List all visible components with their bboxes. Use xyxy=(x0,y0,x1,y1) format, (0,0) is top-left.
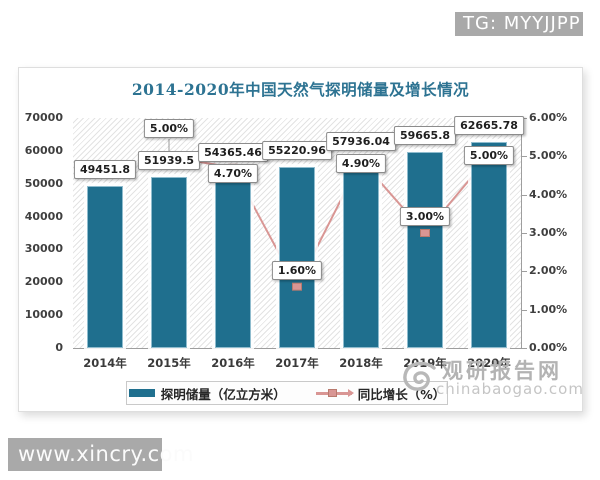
legend: 探明储量（亿立方米） 同比增长（%） xyxy=(126,381,448,405)
bar-value-label: 57936.04 xyxy=(326,131,396,151)
growth-value-label: 4.70% xyxy=(207,164,259,183)
y-axis-left-tick: 20000 xyxy=(24,275,63,289)
y-axis-right-tick: 0.00% xyxy=(529,341,568,354)
growth-value-label: 5.00% xyxy=(143,119,195,138)
y-axis-right-tickmark xyxy=(521,233,527,234)
y-axis-left-tick: 30000 xyxy=(24,242,63,256)
y-axis-right-tickmark xyxy=(521,156,527,158)
y-axis-right-tick: 5.00% xyxy=(529,149,568,163)
y-axis-left-tick: 40000 xyxy=(24,209,63,223)
legend-label-reserves: 探明储量（亿立方米） xyxy=(160,386,286,402)
legend-item-growth: 同比增长（%） xyxy=(315,384,446,403)
reserve-bar-2014 xyxy=(87,185,123,348)
x-axis-label: 2014年 xyxy=(83,356,127,370)
bar-value-label: 51939.5 xyxy=(137,151,201,171)
growth-value-label: 4.90% xyxy=(335,154,387,173)
bottom-left-watermark-badge: www.xincry.com xyxy=(8,438,193,471)
y-axis-left-tick: 50000 xyxy=(24,176,63,190)
brand-text: 观研报告网 chinabaogao.com xyxy=(436,359,584,397)
y-axis-right-tick: 6.00% xyxy=(529,111,568,124)
growth-value-label: 5.00% xyxy=(463,146,515,165)
reserve-bar-2017 xyxy=(279,166,315,348)
bar-value-label: 62665.78 xyxy=(454,116,524,136)
reserve-bar-2018 xyxy=(343,157,379,348)
growth-value-label: 3.00% xyxy=(399,207,451,226)
reserve-bar-2016 xyxy=(215,169,251,348)
x-axis-label: 2016年 xyxy=(211,356,255,370)
y-axis-left-tick: 60000 xyxy=(24,143,63,157)
x-axis-label: 2015年 xyxy=(147,356,191,370)
y-axis-right: 6.00% 5.00% 4.00% 3.00% 2.00% 1.00% 0.00% xyxy=(521,111,583,354)
chart-title: 2014-2020年中国天然气探明储量及增长情况 xyxy=(131,80,470,99)
y-axis-right-tickmark xyxy=(521,348,527,349)
reserve-bar-2020 xyxy=(471,142,507,348)
bar-value-label: 59665.8 xyxy=(393,125,457,145)
y-axis-right-tick: 1.00% xyxy=(529,302,568,316)
legend-item-reserves: 探明储量（亿立方米） xyxy=(128,384,286,403)
x-axis-label: 2018年 xyxy=(339,356,383,370)
reserve-bar-2015 xyxy=(151,177,187,348)
legend-label-growth: 同比增长（%） xyxy=(357,386,446,402)
y-axis-left: 70000 60000 50000 40000 30000 20000 10000 0 xyxy=(19,111,63,354)
x-axis-label: 2020年 xyxy=(467,356,511,370)
bar-value-label: 55220.96 xyxy=(262,140,332,160)
brand-logo-swirl-icon xyxy=(403,361,436,391)
plot-area: 49451.8 51939.5 54365.46 55220.96 57936.04 59… xyxy=(73,116,524,349)
growth-value-label: 1.60% xyxy=(271,261,323,280)
brand-name: 观研报告网 xyxy=(442,359,562,383)
y-axis-right-tickmark xyxy=(521,309,527,311)
y-axis-left-tick: 10000 xyxy=(24,308,63,322)
bar-series-swatch-icon xyxy=(128,389,155,397)
y-axis-right-tickmark xyxy=(521,194,527,196)
y-axis-right-tick: 2.00% xyxy=(529,264,568,278)
y-axis-right-tick: 3.00% xyxy=(529,226,568,239)
line-series-swatch-icon xyxy=(315,388,354,397)
y-axis-left-tick: 0 xyxy=(55,341,63,354)
brand-watermark: 观研报告网 chinabaogao.com xyxy=(398,360,584,397)
brand-domain: chinabaogao.com xyxy=(436,380,584,398)
y-axis-left-tick: 70000 xyxy=(24,111,63,124)
y-axis-right-tick: 4.00% xyxy=(529,187,568,201)
chart-card: 2014-2020年中国天然气探明储量及增长情况 70000 60000 50000… xyxy=(18,67,583,412)
bar-value-label: 49451.8 xyxy=(73,159,137,179)
reserve-bar-2019 xyxy=(407,151,443,348)
y-axis-right-tickmark xyxy=(521,118,527,119)
bar-value-label: 54365.46 xyxy=(198,143,268,163)
x-axis-label: 2017年 xyxy=(275,356,319,370)
y-axis-right-tickmark xyxy=(521,271,527,273)
tg-watermark-badge: TG: MYYJJPP xyxy=(455,12,583,36)
